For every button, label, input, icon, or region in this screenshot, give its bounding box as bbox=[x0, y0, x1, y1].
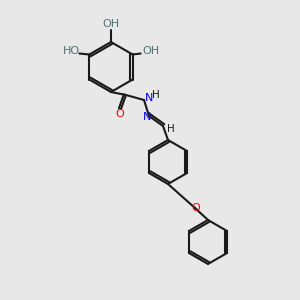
Text: N: N bbox=[143, 112, 151, 122]
Text: O: O bbox=[192, 203, 200, 213]
Text: N: N bbox=[145, 93, 153, 103]
Text: H: H bbox=[167, 124, 175, 134]
Text: H: H bbox=[152, 90, 160, 100]
Text: HO: HO bbox=[63, 46, 80, 56]
Text: OH: OH bbox=[102, 19, 120, 29]
Text: O: O bbox=[116, 109, 124, 119]
Text: OH: OH bbox=[142, 46, 159, 56]
